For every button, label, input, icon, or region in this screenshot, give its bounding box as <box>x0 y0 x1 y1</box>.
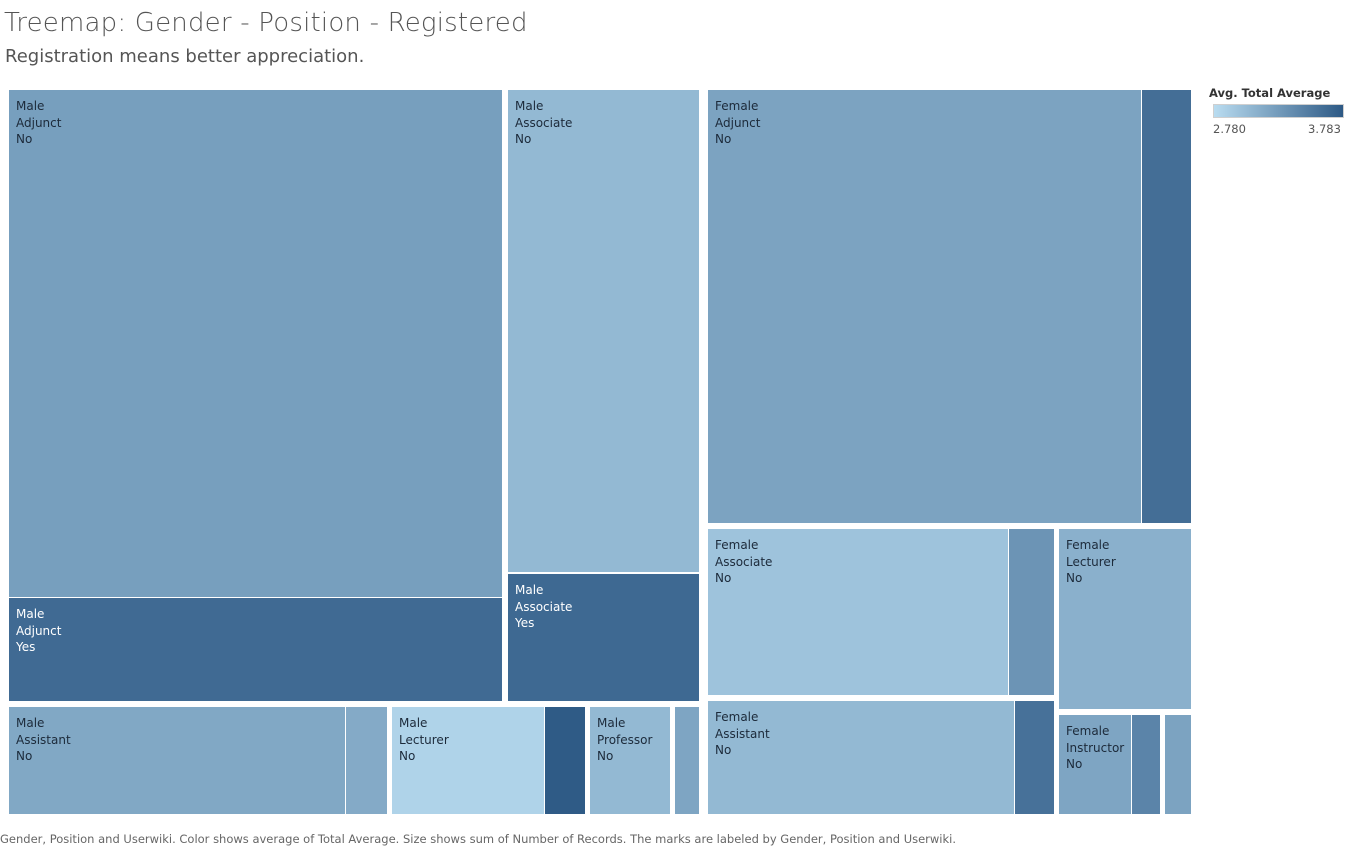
tile-label: Female Instructor No <box>1066 723 1124 773</box>
tile-label-line: Female <box>715 99 759 113</box>
treemap-tile-female-instructor-yes[interactable] <box>1132 715 1160 814</box>
tile-label: Male Adjunct No <box>16 98 61 148</box>
treemap-tile-female-instructor-other[interactable] <box>1165 715 1191 814</box>
tile-label: Male Professor No <box>597 715 652 765</box>
tile-label-line: No <box>16 749 33 763</box>
treemap-tile-female-associate-yes[interactable] <box>1009 529 1054 695</box>
chart-title: Treemap: Gender - Position - Registered <box>4 8 528 38</box>
tile-label-line: Instructor <box>1066 740 1125 755</box>
tile-label: Female Lecturer No <box>1066 537 1116 587</box>
tile-label-line: Male <box>16 99 45 113</box>
tile-label-line: Male <box>16 716 45 730</box>
tile-label: Male Associate No <box>515 98 572 148</box>
tile-label-line: Male <box>515 583 544 597</box>
chart-subtitle: Registration means better appreciation. <box>5 46 365 67</box>
treemap-tile-female-adjunct-no[interactable]: Female Adjunct No <box>708 90 1141 523</box>
tile-label: Female Assistant No <box>715 709 770 759</box>
legend-min-label: 2.780 <box>1213 122 1246 136</box>
tile-label-line: Female <box>1066 538 1110 552</box>
tile-label-line: Yes <box>515 616 535 630</box>
treemap-tile-male-adjunct-yes[interactable]: Male Adjunct Yes <box>9 598 502 701</box>
tile-label-line: Yes <box>16 640 36 654</box>
treemap-tile-female-assistant-no[interactable]: Female Assistant No <box>708 701 1014 814</box>
tile-label-line: Associate <box>715 554 773 569</box>
tile-label-line: Associate <box>515 599 573 614</box>
tile-label-line: No <box>597 749 614 763</box>
tile-label-line: Male <box>16 607 45 621</box>
treemap-tile-female-adjunct-yes[interactable] <box>1142 90 1191 523</box>
chart-caption: Gender, Position and Userwiki. Color sho… <box>0 832 957 846</box>
tile-label-line: Associate <box>515 115 573 130</box>
treemap-tile-male-professor-no[interactable]: Male Professor No <box>590 707 670 814</box>
tile-label-line: No <box>1066 757 1083 771</box>
tile-label-line: Lecturer <box>399 732 449 747</box>
tile-label-line: No <box>399 749 416 763</box>
treemap-tile-male-lecturer-yes[interactable] <box>545 707 585 814</box>
treemap-tile-female-instructor-no[interactable]: Female Instructor No <box>1059 715 1131 814</box>
tile-label-line: Male <box>399 716 428 730</box>
legend-color-bar <box>1213 104 1344 118</box>
tile-label-line: Female <box>715 538 759 552</box>
tile-label-line: Adjunct <box>16 115 62 130</box>
tile-label: Male Adjunct Yes <box>16 606 61 656</box>
legend-title: Avg. Total Average <box>1209 86 1331 100</box>
tile-label-line: Male <box>597 716 626 730</box>
treemap-tile-male-lecturer-no[interactable]: Male Lecturer No <box>392 707 544 814</box>
tile-label-line: No <box>1066 571 1083 585</box>
treemap-tile-male-professor-yes[interactable] <box>675 707 699 814</box>
tile-label-line: Female <box>715 710 759 724</box>
tile-label-line: Professor <box>597 732 653 747</box>
tile-label-line: No <box>715 571 732 585</box>
treemap-tile-male-adjunct-no[interactable]: Male Adjunct No <box>9 90 502 597</box>
tile-label-line: No <box>16 132 33 146</box>
tile-label-line: No <box>715 743 732 757</box>
tile-label-line: Assistant <box>715 726 770 741</box>
treemap-tile-female-lecturer-no[interactable]: Female Lecturer No <box>1059 529 1191 709</box>
tile-label: Male Associate Yes <box>515 582 572 632</box>
tile-label: Male Assistant No <box>16 715 71 765</box>
tile-label-line: No <box>715 132 732 146</box>
treemap-tile-male-assistant-yes[interactable] <box>346 707 387 814</box>
treemap-tile-male-associate-yes[interactable]: Male Associate Yes <box>508 574 699 701</box>
treemap-tile-female-assistant-yes[interactable] <box>1015 701 1054 814</box>
tile-label: Female Adjunct No <box>715 98 760 148</box>
tile-label-line: Assistant <box>16 732 71 747</box>
tile-label-line: Adjunct <box>715 115 761 130</box>
tile-label-line: Female <box>1066 724 1110 738</box>
treemap-tile-male-associate-no[interactable]: Male Associate No <box>508 90 699 572</box>
tile-label-line: No <box>515 132 532 146</box>
tile-label: Male Lecturer No <box>399 715 449 765</box>
treemap-tile-female-associate-no[interactable]: Female Associate No <box>708 529 1008 695</box>
treemap-tile-male-assistant-no[interactable]: Male Assistant No <box>9 707 345 814</box>
legend-max-label: 3.783 <box>1308 122 1341 136</box>
tile-label-line: Lecturer <box>1066 554 1116 569</box>
tile-label-line: Adjunct <box>16 623 62 638</box>
tile-label-line: Male <box>515 99 544 113</box>
tile-label: Female Associate No <box>715 537 772 587</box>
